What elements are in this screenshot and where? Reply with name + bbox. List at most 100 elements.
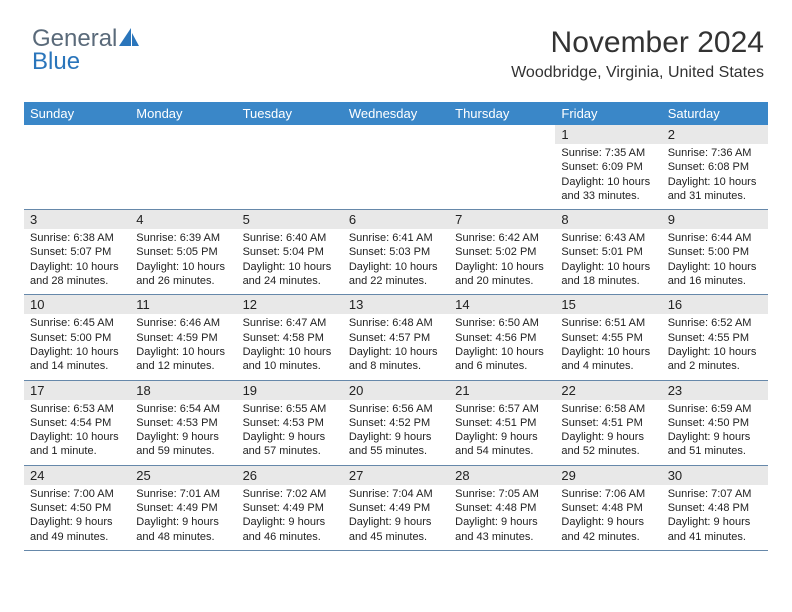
sunset-text: Sunset: 5:07 PM <box>30 245 124 259</box>
sunset-text: Sunset: 4:59 PM <box>136 331 230 345</box>
sunset-text: Sunset: 4:57 PM <box>349 331 443 345</box>
day-number: 4 <box>130 210 236 230</box>
day-info: Sunrise: 6:45 AMSunset: 5:00 PMDaylight:… <box>24 314 130 380</box>
sunrise-text: Sunrise: 6:51 AM <box>561 316 655 330</box>
daylight-text: Daylight: 10 hours and 26 minutes. <box>136 260 230 289</box>
daylight-text: Daylight: 9 hours and 54 minutes. <box>455 430 549 459</box>
daylight-text: Daylight: 10 hours and 2 minutes. <box>668 345 762 374</box>
day-info: Sunrise: 6:40 AMSunset: 5:04 PMDaylight:… <box>237 229 343 295</box>
daynum-row: 17181920212223 <box>24 380 768 400</box>
sunset-text: Sunset: 4:48 PM <box>455 501 549 515</box>
weekday-header: Friday <box>555 102 661 125</box>
daylight-text: Daylight: 10 hours and 24 minutes. <box>243 260 337 289</box>
day-info <box>449 144 555 210</box>
info-row: Sunrise: 7:00 AMSunset: 4:50 PMDaylight:… <box>24 485 768 551</box>
day-number: 6 <box>343 210 449 230</box>
day-info <box>237 144 343 210</box>
sunset-text: Sunset: 4:53 PM <box>243 416 337 430</box>
day-number <box>237 125 343 144</box>
page-title: November 2024 <box>511 26 764 60</box>
day-number: 20 <box>343 380 449 400</box>
day-number: 10 <box>24 295 130 315</box>
daynum-row: 3456789 <box>24 210 768 230</box>
day-number: 11 <box>130 295 236 315</box>
daylight-text: Daylight: 9 hours and 51 minutes. <box>668 430 762 459</box>
brand-word2: Blue <box>32 48 80 75</box>
sunrise-text: Sunrise: 6:58 AM <box>561 402 655 416</box>
day-info <box>343 144 449 210</box>
day-info: Sunrise: 7:35 AMSunset: 6:09 PMDaylight:… <box>555 144 661 210</box>
sunset-text: Sunset: 4:58 PM <box>243 331 337 345</box>
weekday-header: Thursday <box>449 102 555 125</box>
sunset-text: Sunset: 4:50 PM <box>30 501 124 515</box>
sunrise-text: Sunrise: 6:50 AM <box>455 316 549 330</box>
weekday-header-row: Sunday Monday Tuesday Wednesday Thursday… <box>24 102 768 125</box>
sunrise-text: Sunrise: 7:00 AM <box>30 487 124 501</box>
day-info: Sunrise: 6:44 AMSunset: 5:00 PMDaylight:… <box>662 229 768 295</box>
sunset-text: Sunset: 5:01 PM <box>561 245 655 259</box>
sunset-text: Sunset: 5:04 PM <box>243 245 337 259</box>
daynum-row: 24252627282930 <box>24 465 768 485</box>
sunrise-text: Sunrise: 6:52 AM <box>668 316 762 330</box>
sunrise-text: Sunrise: 6:57 AM <box>455 402 549 416</box>
sunset-text: Sunset: 6:08 PM <box>668 160 762 174</box>
daylight-text: Daylight: 9 hours and 59 minutes. <box>136 430 230 459</box>
sunrise-text: Sunrise: 6:42 AM <box>455 231 549 245</box>
daylight-text: Daylight: 9 hours and 45 minutes. <box>349 515 443 544</box>
daylight-text: Daylight: 9 hours and 48 minutes. <box>136 515 230 544</box>
day-number <box>449 125 555 144</box>
day-number <box>24 125 130 144</box>
sunset-text: Sunset: 4:51 PM <box>561 416 655 430</box>
daylight-text: Daylight: 10 hours and 8 minutes. <box>349 345 443 374</box>
day-info <box>130 144 236 210</box>
daylight-text: Daylight: 10 hours and 16 minutes. <box>668 260 762 289</box>
daylight-text: Daylight: 9 hours and 49 minutes. <box>30 515 124 544</box>
sunset-text: Sunset: 4:51 PM <box>455 416 549 430</box>
sunrise-text: Sunrise: 6:41 AM <box>349 231 443 245</box>
calendar-table: Sunday Monday Tuesday Wednesday Thursday… <box>24 102 768 551</box>
day-info: Sunrise: 7:04 AMSunset: 4:49 PMDaylight:… <box>343 485 449 551</box>
sunrise-text: Sunrise: 6:45 AM <box>30 316 124 330</box>
daylight-text: Daylight: 9 hours and 52 minutes. <box>561 430 655 459</box>
day-info: Sunrise: 6:39 AMSunset: 5:05 PMDaylight:… <box>130 229 236 295</box>
daylight-text: Daylight: 10 hours and 18 minutes. <box>561 260 655 289</box>
day-number: 18 <box>130 380 236 400</box>
day-number: 26 <box>237 465 343 485</box>
info-row: Sunrise: 6:53 AMSunset: 4:54 PMDaylight:… <box>24 400 768 466</box>
sunrise-text: Sunrise: 6:44 AM <box>668 231 762 245</box>
daylight-text: Daylight: 10 hours and 28 minutes. <box>30 260 124 289</box>
day-info: Sunrise: 6:57 AMSunset: 4:51 PMDaylight:… <box>449 400 555 466</box>
sunrise-text: Sunrise: 6:54 AM <box>136 402 230 416</box>
daylight-text: Daylight: 9 hours and 57 minutes. <box>243 430 337 459</box>
sunset-text: Sunset: 4:55 PM <box>561 331 655 345</box>
sunrise-text: Sunrise: 7:04 AM <box>349 487 443 501</box>
day-info: Sunrise: 6:46 AMSunset: 4:59 PMDaylight:… <box>130 314 236 380</box>
day-info: Sunrise: 6:52 AMSunset: 4:55 PMDaylight:… <box>662 314 768 380</box>
sunset-text: Sunset: 4:56 PM <box>455 331 549 345</box>
day-number: 2 <box>662 125 768 144</box>
day-info: Sunrise: 6:42 AMSunset: 5:02 PMDaylight:… <box>449 229 555 295</box>
daylight-text: Daylight: 9 hours and 46 minutes. <box>243 515 337 544</box>
day-number <box>343 125 449 144</box>
daylight-text: Daylight: 9 hours and 41 minutes. <box>668 515 762 544</box>
sunset-text: Sunset: 4:49 PM <box>349 501 443 515</box>
daynum-row: 10111213141516 <box>24 295 768 315</box>
daylight-text: Daylight: 10 hours and 22 minutes. <box>349 260 443 289</box>
sunset-text: Sunset: 4:48 PM <box>561 501 655 515</box>
calendar: Sunday Monday Tuesday Wednesday Thursday… <box>24 102 768 551</box>
day-number: 14 <box>449 295 555 315</box>
day-info: Sunrise: 7:01 AMSunset: 4:49 PMDaylight:… <box>130 485 236 551</box>
day-number: 12 <box>237 295 343 315</box>
sunset-text: Sunset: 5:00 PM <box>668 245 762 259</box>
day-number: 5 <box>237 210 343 230</box>
day-number <box>130 125 236 144</box>
info-row: Sunrise: 7:35 AMSunset: 6:09 PMDaylight:… <box>24 144 768 210</box>
sunrise-text: Sunrise: 7:05 AM <box>455 487 549 501</box>
daylight-text: Daylight: 10 hours and 14 minutes. <box>30 345 124 374</box>
sunrise-text: Sunrise: 6:40 AM <box>243 231 337 245</box>
sunrise-text: Sunrise: 6:43 AM <box>561 231 655 245</box>
day-number: 19 <box>237 380 343 400</box>
weekday-header: Sunday <box>24 102 130 125</box>
day-number: 7 <box>449 210 555 230</box>
day-number: 1 <box>555 125 661 144</box>
